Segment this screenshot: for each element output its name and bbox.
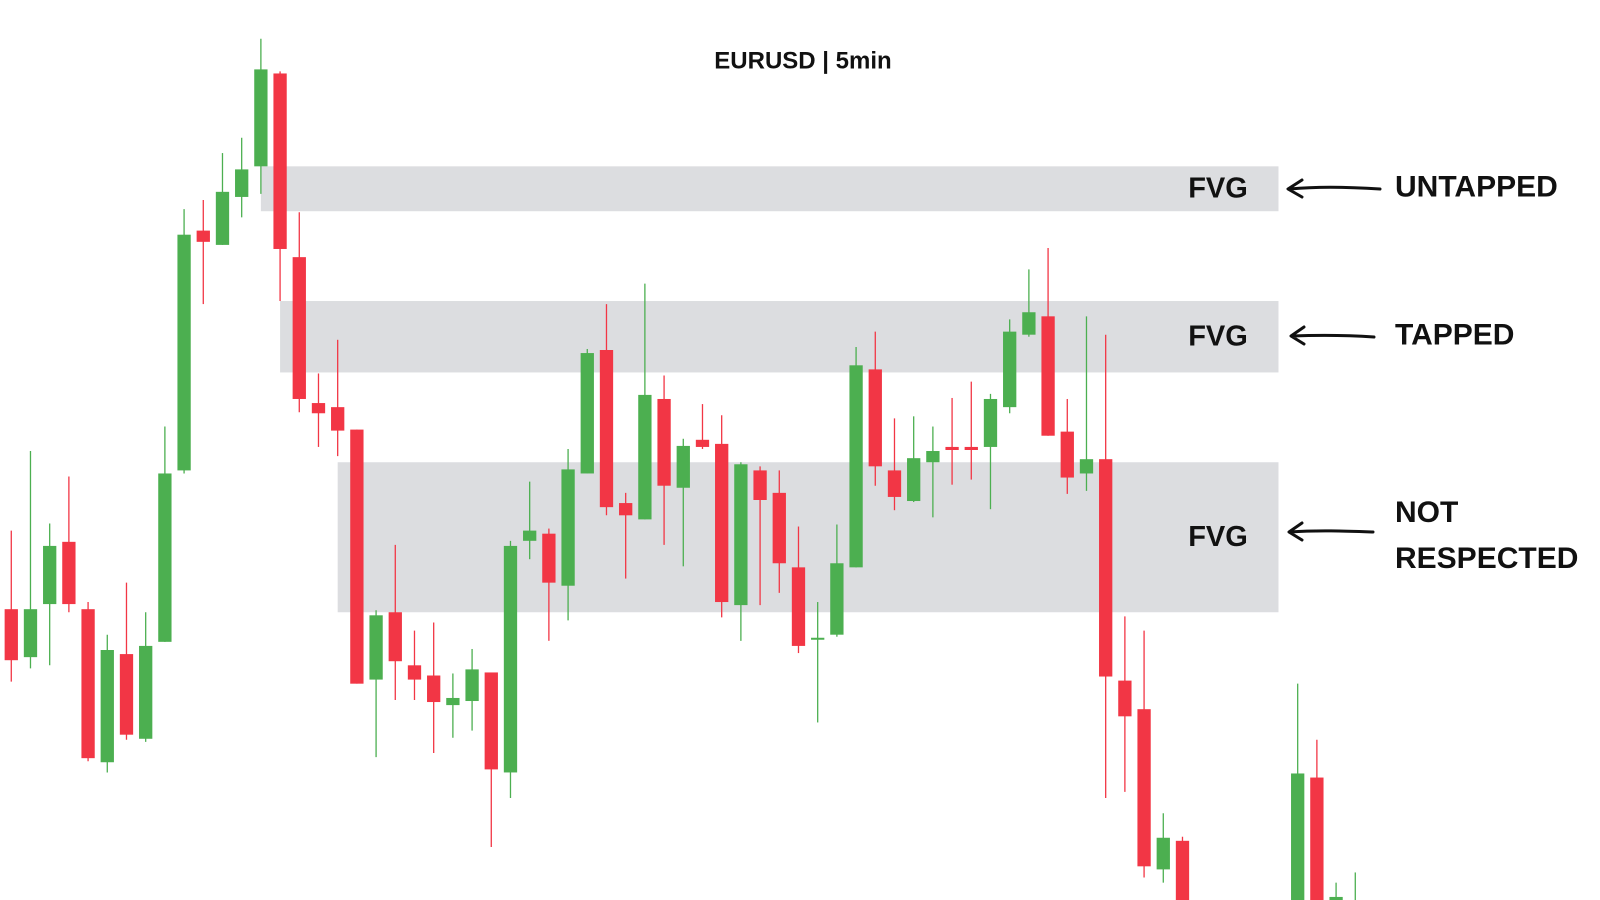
candle-body: [427, 675, 441, 703]
candle-body: [1060, 431, 1074, 478]
chart-title: EURUSD | 5min: [714, 47, 891, 74]
candle-body: [484, 672, 498, 770]
candle-body: [311, 403, 326, 414]
candle-body: [734, 464, 748, 606]
candle-body: [23, 609, 38, 658]
labels: FVG UNTAPPED FVG TAPPED FVG NOT RESPECTED: [1188, 171, 1578, 575]
candle-body: [772, 492, 786, 564]
candle-body: [1156, 837, 1170, 870]
candle-body: [446, 697, 460, 706]
candle-body: [215, 191, 230, 245]
candle-body: [964, 446, 978, 450]
candles: [4, 38, 1356, 900]
arrow: [1289, 325, 1376, 346]
zone-annotation: TAPPED: [1395, 319, 1514, 352]
arrows: [1286, 178, 1382, 542]
zone-annotation: NOT: [1395, 496, 1458, 529]
candle-body: [273, 73, 287, 249]
candle-body: [1329, 896, 1343, 900]
candle-body: [407, 665, 422, 680]
candle-body: [830, 563, 844, 635]
candle-body: [139, 645, 153, 739]
candle-body: [177, 234, 191, 471]
zones: [260, 166, 1279, 613]
candle-body: [503, 545, 518, 773]
candle-body: [331, 407, 345, 431]
candle-body: [158, 473, 172, 642]
candle-body: [1099, 459, 1113, 677]
candle-body: [235, 169, 249, 197]
candle-body: [1118, 680, 1132, 717]
candle-body: [983, 398, 998, 447]
fvg-zone: [337, 462, 1279, 613]
candle-body: [638, 394, 652, 520]
zone-label: FVG: [1188, 521, 1248, 553]
candle-body: [1022, 312, 1036, 335]
zone-annotation: RESPECTED: [1395, 542, 1578, 575]
fvg-zone: [280, 301, 1279, 373]
candle-body: [695, 439, 710, 447]
candle-body: [1310, 777, 1324, 900]
zone-label: FVG: [1188, 320, 1248, 352]
candle-body: [350, 429, 364, 684]
arrow: [1287, 521, 1375, 542]
candle-body: [849, 365, 863, 568]
candle-body: [887, 470, 902, 497]
candle-body: [254, 69, 268, 167]
candle-body: [561, 469, 575, 586]
candle-body: [580, 353, 594, 474]
candle-body: [388, 612, 402, 662]
candle-body: [4, 609, 18, 661]
candle-body: [811, 637, 825, 640]
candle-body: [868, 369, 882, 467]
zone-label: FVG: [1188, 172, 1248, 204]
candle-body: [1079, 459, 1094, 474]
arrow: [1286, 178, 1382, 199]
candle-body: [926, 451, 940, 463]
candle-body: [599, 350, 614, 508]
candle-body: [1003, 331, 1017, 408]
candle-body: [619, 503, 633, 516]
candle-body: [1137, 709, 1151, 867]
candle-body: [907, 458, 921, 502]
candle-body: [292, 257, 306, 399]
candle-body: [715, 443, 729, 603]
candle-body: [43, 545, 57, 605]
candle-body: [1175, 840, 1190, 900]
candle-body: [196, 230, 210, 242]
candle-body: [1291, 773, 1305, 900]
candle-body: [523, 530, 537, 541]
candle-body: [676, 445, 690, 488]
candle-body: [119, 654, 134, 735]
candle-body: [369, 615, 383, 680]
fvg-zone: [260, 166, 1279, 212]
candle-body: [81, 609, 95, 759]
candle-body: [465, 669, 479, 702]
candle-body: [1041, 316, 1055, 436]
candle-body: [791, 567, 806, 646]
candle-body: [753, 470, 767, 500]
candle-body: [62, 541, 76, 605]
candle-body: [542, 533, 556, 583]
candle-body: [945, 446, 959, 450]
zone-annotation: UNTAPPED: [1395, 171, 1558, 204]
candle-body: [100, 650, 114, 763]
candle-body: [657, 398, 671, 486]
